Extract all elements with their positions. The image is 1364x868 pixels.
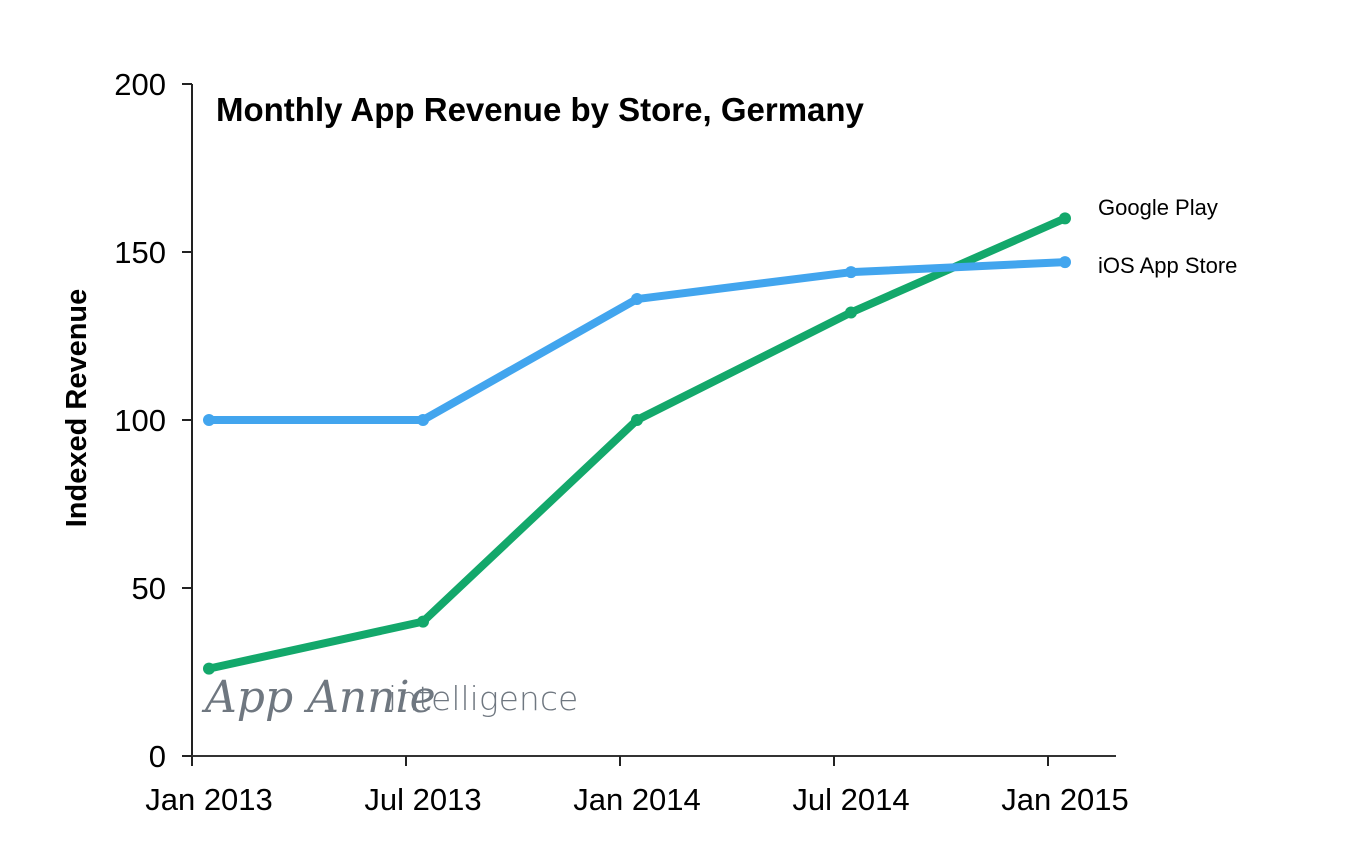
data-point-ios-app-store [203,414,215,426]
watermark: App Annie intelligence [201,672,578,723]
data-point-ios-app-store [631,293,643,306]
watermark-brand: App Annie [201,672,436,723]
series-line-google-play [205,214,1069,673]
y-tick-label: 150 [114,235,166,270]
x-tick-label: Jan 2014 [573,782,701,817]
series-google-play [203,212,1071,675]
data-point-ios-app-store [1059,256,1071,269]
y-tick-label: 100 [114,403,166,438]
y-tick-label: 50 [132,571,166,606]
chart-title: Monthly App Revenue by Store, Germany [216,91,865,128]
y-tick-label: 0 [149,739,166,774]
x-tick-label: Jan 2015 [1001,782,1129,817]
legend-label-google-play: Google Play [1098,195,1218,220]
x-tick-label: Jul 2013 [364,782,481,817]
data-point-ios-app-store [417,414,429,426]
legend-label-ios-app-store: iOS App Store [1098,253,1237,278]
data-point-google-play [845,306,857,319]
series-layer [203,212,1071,675]
axes: 0 50 100 150 200 Jan 2013 Jul 2013 Jan 2014 Jul … [114,67,1129,817]
watermark-suffix: intelligence [388,679,578,718]
data-point-google-play [417,615,429,628]
data-point-google-play [631,414,643,426]
data-point-google-play [203,662,215,675]
series-ios-app-store [203,256,1071,426]
x-tick-label: Jul 2014 [792,782,909,817]
legend: Google Play iOS App Store [1098,195,1237,278]
data-point-ios-app-store [845,266,857,279]
y-axis-label: Indexed Revenue [61,289,93,528]
series-line-ios-app-store [205,258,1069,424]
data-point-google-play [1059,212,1071,225]
x-tick-label: Jan 2013 [145,782,273,817]
y-tick-label: 200 [114,67,166,102]
